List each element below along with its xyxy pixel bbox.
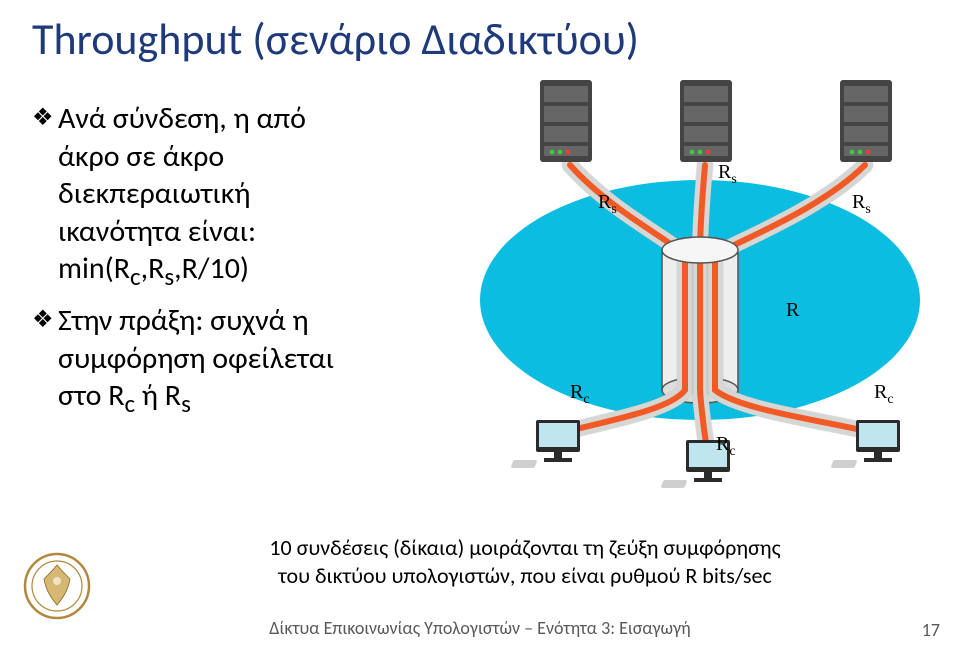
caption-line: του δικτύου υπολογιστών, που είναι ρυθμο… [278, 562, 772, 589]
bullet-line: στο Rc ή Rs [58, 377, 191, 414]
bullet-line: Ανά σύνδεση, η από [58, 100, 306, 137]
bullet-line: διεκπεραιωτική [58, 175, 251, 212]
university-crest-icon [22, 551, 92, 621]
figure-caption: 10 συνδέσεις (δίκαια) μοιράζονται τη ζεύ… [150, 534, 900, 591]
slide-title: Throughput (σενάριο Διαδικτύου) [32, 12, 639, 66]
server-icon [840, 80, 892, 162]
bullet-list: ❖ Ανά σύνδεση, η από άκρο σε άκρο διεκπε… [32, 100, 452, 430]
bullet-text: Ανά σύνδεση, η από άκρο σε άκρο διεκπερα… [58, 100, 306, 292]
bullet-line: Στην πράξη: συχνά η [58, 302, 309, 339]
bullet-item: ❖ Ανά σύνδεση, η από άκρο σε άκρο διεκπε… [32, 100, 452, 292]
throughput-diagram: Rs Rs Rs R Rc Rc Rc [470, 80, 930, 510]
client-pc-icon [511, 420, 580, 468]
svg-text:R: R [786, 299, 800, 321]
bullet-line: άκρο σε άκρο [58, 138, 224, 175]
page-number: 17 [922, 619, 940, 641]
bullet-line: min(Rc,Rs,R/10) [58, 250, 249, 287]
bullet-marker-icon: ❖ [32, 305, 58, 335]
bullet-item: ❖ Στην πράξη: συχνά η συμφόρηση οφείλετα… [32, 302, 452, 419]
caption-line: 10 συνδέσεις (δίκαια) μοιράζονται τη ζεύ… [269, 534, 780, 561]
bullet-line: συμφόρηση οφείλεται [58, 340, 334, 377]
server-icon [540, 80, 592, 162]
svg-text:Rc: Rc [874, 381, 894, 407]
bullet-line: ικανότητα είναι: [58, 213, 256, 250]
bullet-text: Στην πράξη: συχνά η συμφόρηση οφείλεται … [58, 302, 334, 419]
bullet-marker-icon: ❖ [32, 103, 58, 133]
slide-footer: Δίκτυα Επικοινωνίας Υπολογιστών – Ενότητ… [0, 617, 960, 639]
server-icon [680, 80, 732, 162]
svg-text:Rs: Rs [852, 191, 871, 217]
